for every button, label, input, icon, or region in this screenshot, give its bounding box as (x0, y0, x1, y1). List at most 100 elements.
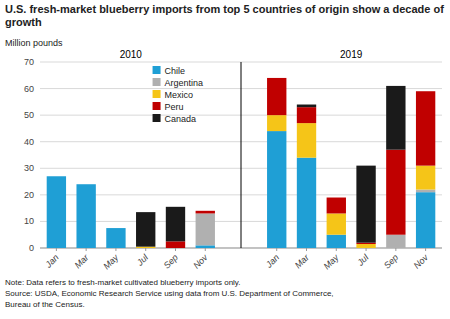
bar-segment (196, 211, 215, 214)
bar-segment (76, 184, 95, 248)
bar-segment (416, 91, 435, 92)
bar-segment (76, 184, 95, 185)
bar-segment (136, 248, 155, 249)
bar-segment (416, 190, 435, 193)
y-tick-label: 30 (24, 163, 34, 173)
bar-segment (297, 123, 316, 158)
x-tick-label: May (322, 252, 341, 271)
legend-label: Mexico (165, 90, 194, 100)
x-tick-label: Sep (162, 252, 180, 270)
note: Bureau of the Census. (5, 300, 85, 309)
bar-segment (356, 166, 375, 243)
bar-segment (297, 105, 316, 108)
bar-segment (356, 243, 375, 244)
x-tick-label: Jan (263, 252, 281, 270)
bar-segment (106, 228, 125, 229)
bar-segment (136, 212, 155, 247)
bar-segment (416, 192, 435, 248)
bar-segment (267, 115, 286, 131)
bar-segment (386, 235, 405, 248)
y-tick-label: 40 (24, 137, 34, 147)
y-tick-label: 60 (24, 84, 34, 94)
x-tick (336, 248, 337, 251)
x-tick (115, 248, 116, 251)
x-tick (276, 248, 277, 251)
legend-label: Argentina (165, 78, 204, 88)
bar-segment (47, 176, 66, 177)
bar-segment (327, 197, 346, 198)
x-tick (205, 248, 206, 251)
y-tick-label: 0 (29, 243, 34, 253)
y-tick-label: 10 (24, 216, 34, 226)
bar-segment (356, 244, 375, 248)
x-tick (395, 248, 396, 251)
x-tick-label: Nov (412, 252, 431, 271)
bar-segment (47, 176, 66, 177)
bar-segment (136, 247, 155, 248)
x-tick-label: Sep (382, 252, 400, 270)
bar-segment (267, 77, 286, 78)
legend-swatch (153, 78, 161, 86)
bar-segment (196, 210, 215, 211)
x-tick (86, 248, 87, 251)
group-label: 2010 (120, 49, 143, 60)
bar-segment (267, 78, 286, 115)
bar-segment (106, 228, 125, 229)
bar-segment (106, 228, 125, 229)
x-tick (175, 248, 176, 251)
bar-segment (47, 176, 66, 177)
bar-segment (76, 184, 95, 185)
bar-segment (267, 131, 286, 248)
bar-segment (386, 150, 405, 235)
x-tick-label: Jul (355, 252, 372, 269)
x-tick (306, 248, 307, 251)
bar-segment (386, 86, 405, 150)
legend-swatch (153, 66, 161, 74)
bar-segment (327, 213, 346, 234)
x-tick-label: Mar (293, 252, 312, 271)
bar-segment (76, 184, 95, 185)
x-tick-label: May (101, 252, 120, 271)
y-tick-label: 50 (24, 110, 34, 120)
legend-label: Chile (165, 66, 186, 76)
chart: U.S. fresh-market blueberry imports from… (0, 0, 450, 319)
bar-segment (297, 107, 316, 123)
x-tick-label: Nov (191, 252, 210, 271)
y-axis-label: Million pounds (5, 38, 63, 48)
note: Note: Data refers to fresh-market cultiv… (5, 278, 241, 287)
note: Source: USDA, Economic Research Service … (5, 289, 334, 298)
legend-label: Peru (165, 102, 184, 112)
x-tick-label: Mar (73, 252, 92, 271)
legend: Chile Argentina Mexico Peru Canada (153, 66, 204, 124)
x-tick-label: Jan (43, 252, 61, 270)
group-divider (241, 62, 242, 248)
y-tick-label: 70 (24, 57, 34, 67)
group-label: 2019 (340, 49, 363, 60)
bar-segment (106, 228, 125, 248)
legend-swatch (153, 114, 161, 122)
bar-segment (327, 235, 346, 248)
bar-segment (106, 228, 125, 229)
grid (40, 62, 442, 248)
title: U.S. fresh-market blueberry imports from… (5, 3, 444, 28)
x-tick-label: Jul (134, 252, 151, 269)
bar-segment (196, 213, 215, 245)
bar-segment (47, 176, 66, 248)
bar-segment (166, 241, 185, 248)
bar-segment (136, 248, 155, 249)
legend-swatch (153, 90, 161, 98)
bar-segment (416, 91, 435, 165)
bar-segment (327, 198, 346, 214)
x-tick (56, 248, 57, 251)
bar-segment (196, 245, 215, 248)
bar-segment (76, 184, 95, 185)
bar-segment (47, 176, 66, 177)
bar-segment (166, 207, 185, 242)
x-tick (145, 248, 146, 251)
x-tick (425, 248, 426, 251)
bar-segment (416, 166, 435, 190)
bar-segment (297, 158, 316, 248)
legend-label: Canada (165, 114, 197, 124)
y-tick-label: 20 (24, 190, 34, 200)
x-tick (366, 248, 367, 251)
